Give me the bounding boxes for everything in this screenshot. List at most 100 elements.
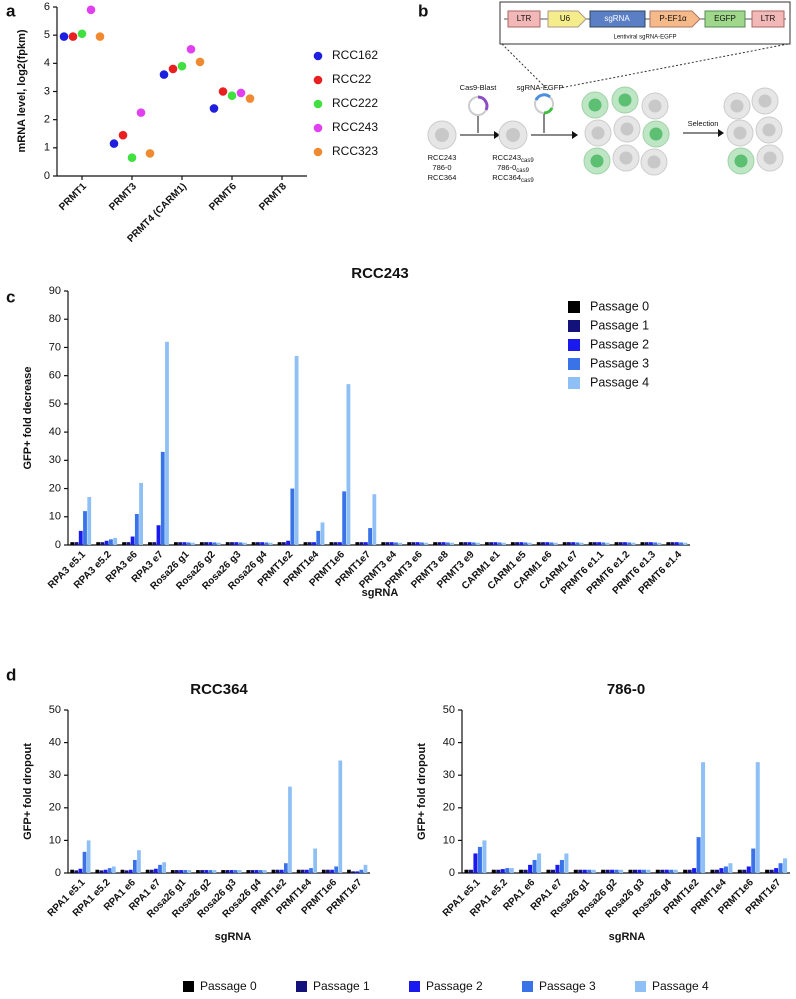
bar xyxy=(549,542,554,545)
bar xyxy=(158,864,162,873)
bar xyxy=(368,528,372,545)
x-tick-label: PRMT1 xyxy=(57,181,89,213)
bar xyxy=(355,871,360,873)
legend-label: RCC243 xyxy=(332,120,378,134)
bar xyxy=(566,542,571,545)
bar xyxy=(109,539,113,545)
bar xyxy=(769,869,774,873)
zoom-line xyxy=(501,43,549,91)
bar xyxy=(312,542,316,545)
bar xyxy=(550,869,555,873)
bar xyxy=(126,542,131,545)
diagram: LTR U6 sgRNA P-EF1α EGFP LTR Lentiviral … xyxy=(427,1,791,184)
bar xyxy=(394,542,398,545)
bar xyxy=(99,870,104,873)
bar xyxy=(714,869,719,873)
nucleus xyxy=(758,94,772,108)
legend-marker xyxy=(522,981,533,992)
nucleus xyxy=(588,98,602,112)
bar xyxy=(70,869,74,873)
legend-label: RCC222 xyxy=(332,96,378,110)
legend-marker xyxy=(635,981,646,992)
bar xyxy=(313,848,317,873)
bar xyxy=(627,542,632,545)
bar xyxy=(288,786,292,873)
legend-label: Passage 2 xyxy=(590,337,649,351)
y-tick-label: 0 xyxy=(449,867,455,879)
bar xyxy=(536,542,541,545)
vector-element: LTR xyxy=(761,14,776,23)
bar xyxy=(582,869,587,873)
point xyxy=(159,70,169,79)
cell-line: RCC364 xyxy=(428,173,457,182)
bar xyxy=(104,540,109,545)
bar xyxy=(258,870,263,873)
bar xyxy=(597,542,601,545)
bar xyxy=(212,542,217,545)
bar xyxy=(601,542,606,545)
bar xyxy=(666,542,671,545)
legend-label: Passage 3 xyxy=(539,979,596,993)
bar xyxy=(148,542,152,545)
legend-label: RCC323 xyxy=(332,144,378,158)
bar xyxy=(264,542,269,545)
bar xyxy=(254,870,259,873)
bar xyxy=(303,542,308,545)
bar xyxy=(275,869,280,873)
bar xyxy=(186,542,191,545)
promoter xyxy=(649,10,701,28)
bar xyxy=(505,868,510,873)
bar xyxy=(277,542,282,545)
point xyxy=(168,64,178,74)
bar xyxy=(696,837,701,873)
bar xyxy=(329,542,334,545)
bar xyxy=(175,870,179,873)
arrowhead xyxy=(718,129,724,137)
bar xyxy=(640,542,645,545)
bar xyxy=(673,869,678,873)
bar xyxy=(234,542,239,545)
bar xyxy=(347,869,351,873)
bar xyxy=(519,542,524,545)
zoom-line xyxy=(559,43,789,89)
cell-line: 786-0cas9 xyxy=(497,163,530,174)
point xyxy=(195,57,205,67)
step-label: Cas9-Blast xyxy=(460,83,498,92)
bar xyxy=(309,868,313,873)
bar xyxy=(271,869,276,873)
bar xyxy=(579,542,584,545)
bar xyxy=(337,542,342,545)
bar xyxy=(473,853,478,873)
y-tick-label: 30 xyxy=(49,769,61,781)
y-tick-label: 30 xyxy=(49,454,61,466)
nucleus xyxy=(733,126,747,140)
bar xyxy=(411,542,416,545)
bar xyxy=(229,870,234,873)
x-tick-label: PRMT6 xyxy=(207,181,239,213)
bar xyxy=(433,542,437,545)
y-tick-label: 20 xyxy=(49,802,61,814)
bar xyxy=(137,850,141,873)
bar xyxy=(200,870,204,873)
bar xyxy=(307,542,312,545)
bar xyxy=(664,869,669,873)
arrowhead xyxy=(572,131,578,139)
nucleus xyxy=(762,123,776,137)
bar xyxy=(728,863,733,873)
y-tick-label: 40 xyxy=(49,426,61,438)
vector-element: U6 xyxy=(560,14,571,23)
bar xyxy=(120,869,125,873)
bar xyxy=(128,869,133,873)
legend-marker xyxy=(313,99,323,109)
bar xyxy=(149,869,154,873)
nucleus xyxy=(648,99,662,113)
bar xyxy=(644,542,649,545)
bar xyxy=(564,853,569,873)
bar xyxy=(623,542,627,545)
legend-marker xyxy=(313,123,323,133)
bar xyxy=(283,863,288,873)
bar xyxy=(199,542,204,545)
vector-element: LTR xyxy=(517,14,532,23)
u6 xyxy=(547,10,587,28)
bar xyxy=(628,869,633,873)
